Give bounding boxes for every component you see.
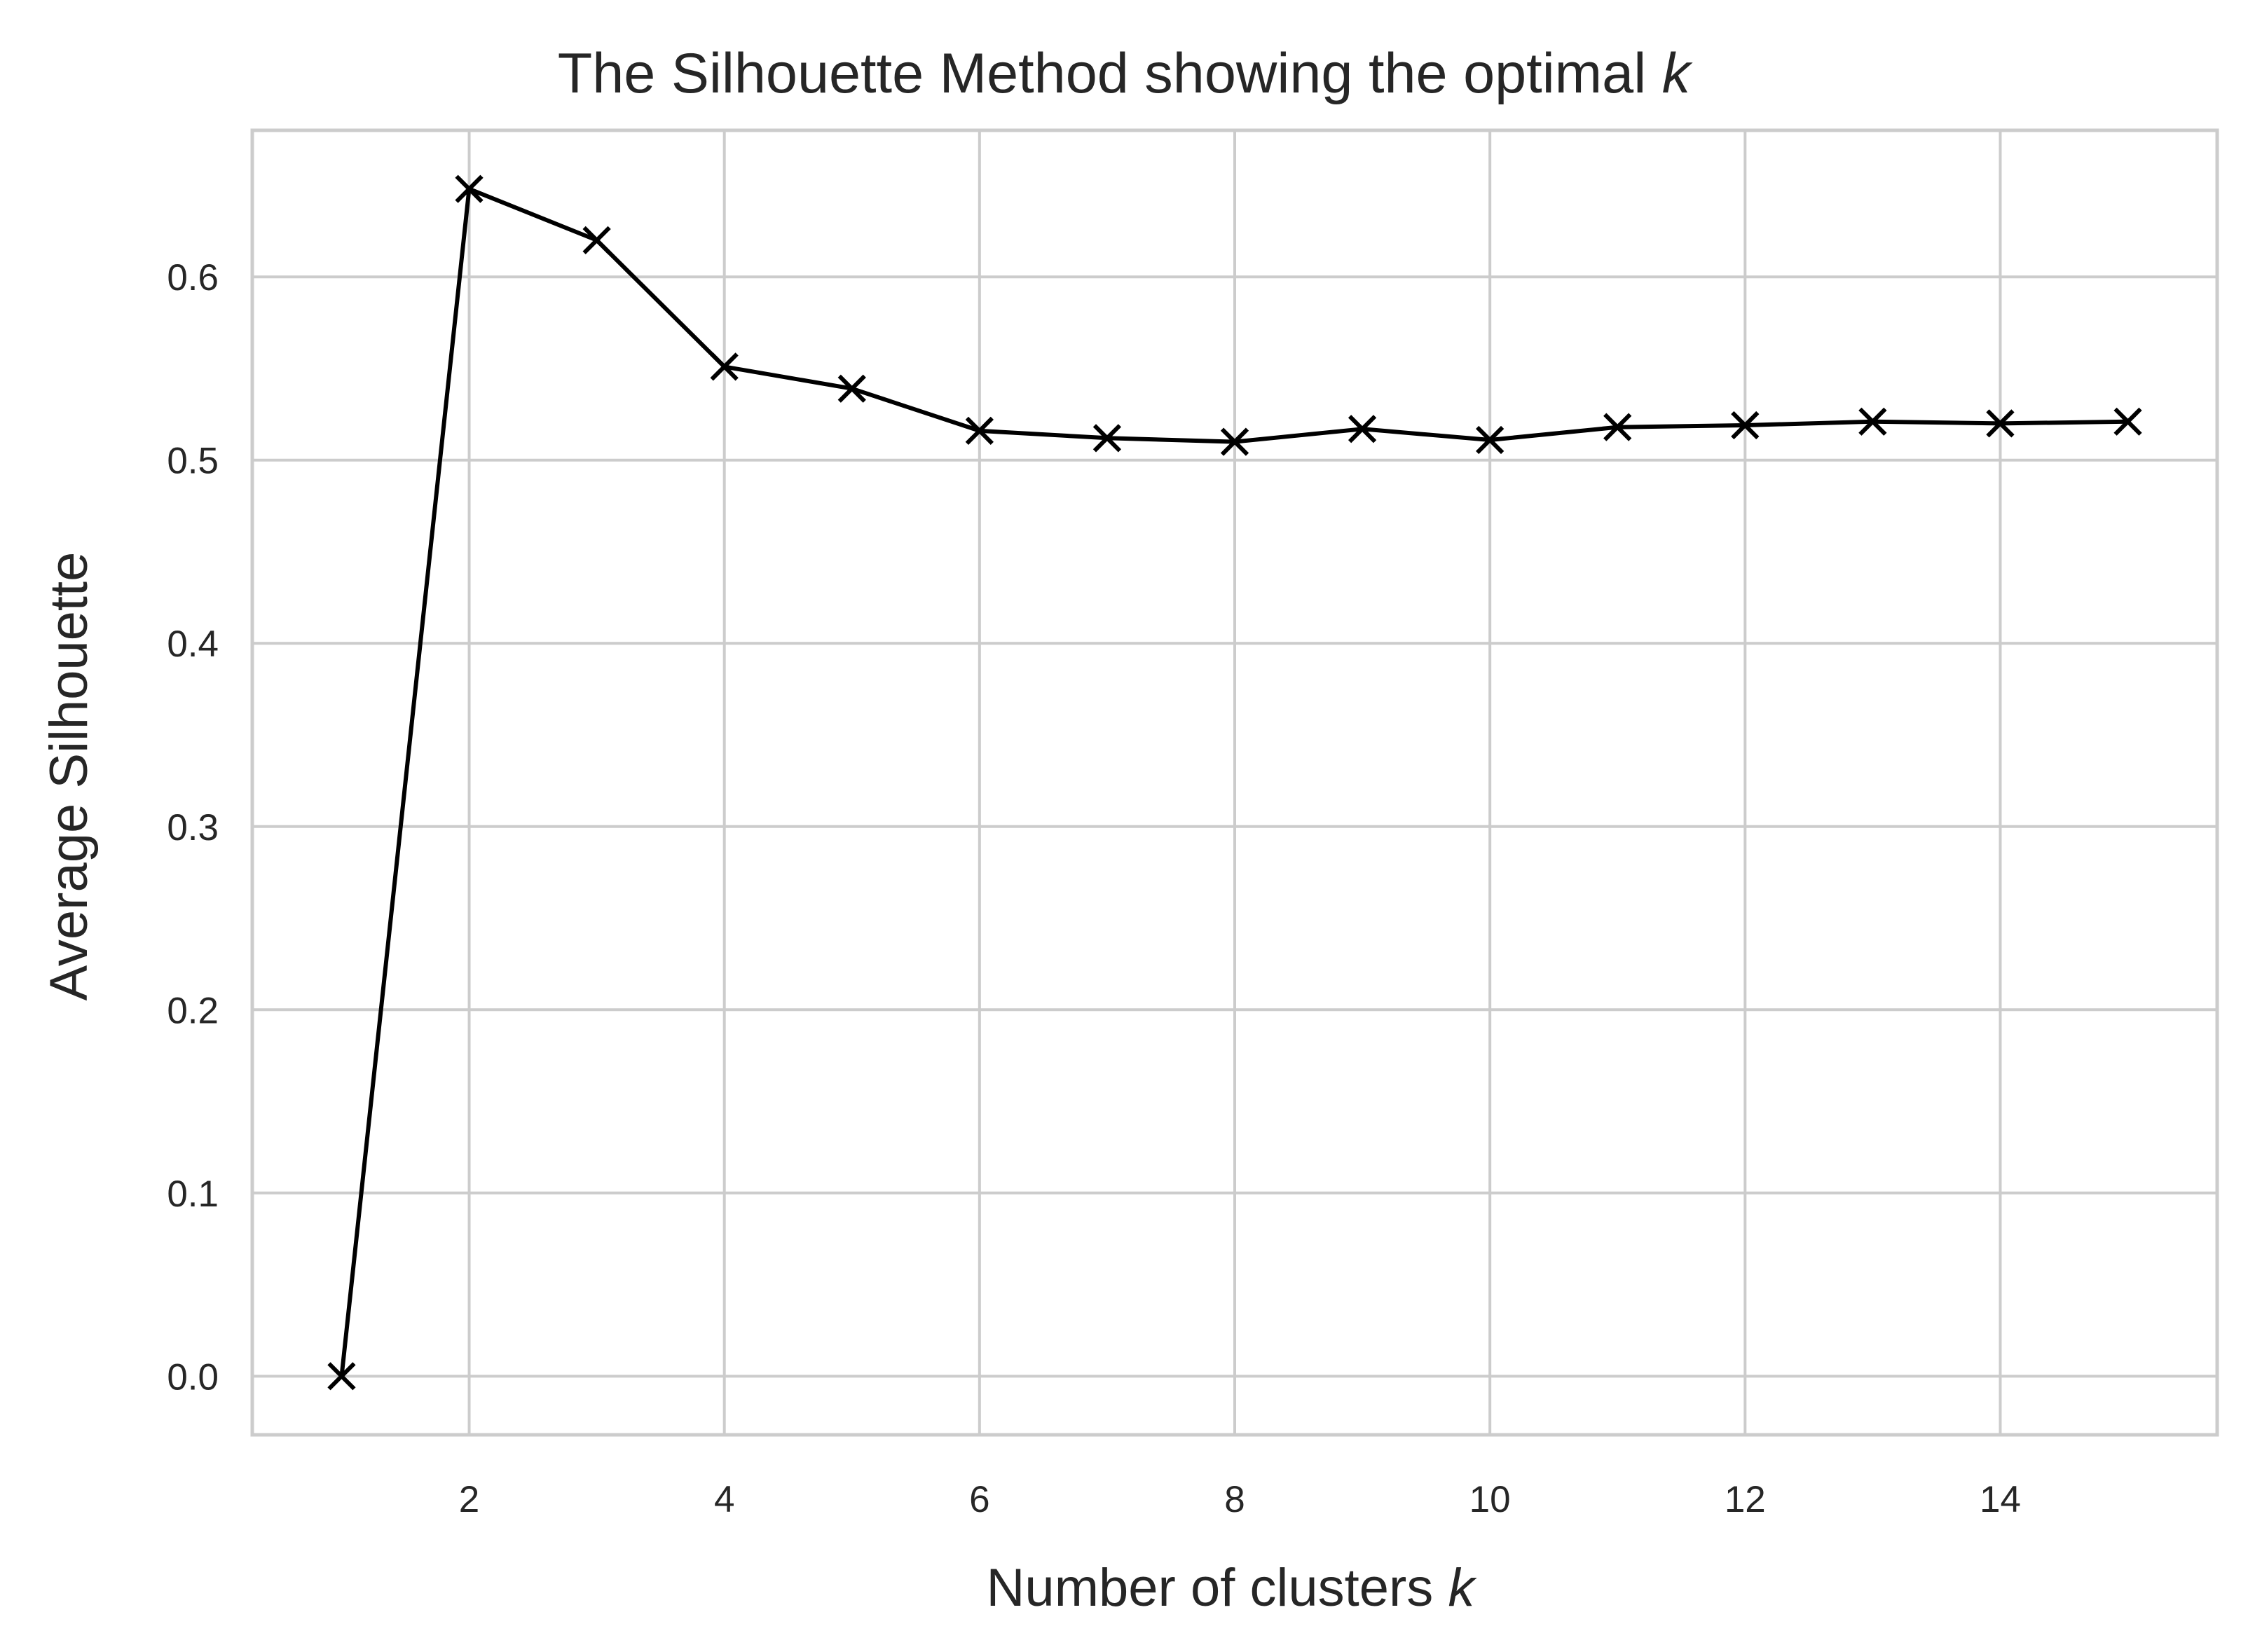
data-point-marker [837, 374, 866, 403]
y-tick-label: 0.1 [167, 1173, 219, 1215]
x-tick-label: 10 [1469, 1479, 1511, 1520]
x-axis-label-variable: k [1448, 1558, 1477, 1618]
marker-stroke [455, 174, 484, 203]
marker-stroke [582, 226, 611, 255]
data-point-marker [1986, 409, 2015, 438]
data-point-marker [1603, 413, 1632, 441]
y-tick-label: 0.4 [167, 624, 219, 665]
marker-stroke [837, 374, 866, 403]
chart-title: The Silhouette Method showing the optima… [558, 42, 1693, 105]
marker-stroke [1220, 427, 1249, 456]
x-tick-label: 14 [1980, 1479, 2021, 1520]
marker-stroke [1476, 425, 1505, 455]
y-gridlines [252, 275, 2217, 1378]
marker-stroke [710, 352, 739, 381]
x-axis-label: Number of clusters k [987, 1558, 1478, 1618]
marker-stroke [2113, 407, 2142, 436]
data-point-marker [582, 226, 611, 255]
marker-stroke [965, 416, 994, 446]
x-tick-label: 2 [459, 1479, 479, 1520]
marker-stroke [1603, 413, 1632, 441]
data-point-marker [1092, 424, 1122, 453]
x-tick-label: 12 [1725, 1479, 1766, 1520]
y-axis-label: Average Silhouette [39, 552, 99, 1001]
data-point-marker [1476, 425, 1505, 455]
marker-stroke [1092, 424, 1122, 453]
marker-stroke [327, 1362, 356, 1391]
y-tick-labels: 0.0 0.1 0.2 0.3 0.4 0.5 0.6 [167, 257, 219, 1398]
y-tick-label: 0.3 [167, 807, 219, 848]
marker-stroke [1731, 411, 1760, 440]
marker-stroke [1858, 407, 1887, 436]
data-point-marker [455, 174, 484, 203]
x-tick-labels: 2 4 6 8 10 12 14 [459, 1479, 2021, 1520]
x-gridlines [467, 130, 2002, 1435]
plot-area-frame [250, 128, 2219, 1437]
data-point-marker [2113, 407, 2142, 436]
y-tick-label: 0.5 [167, 441, 219, 482]
series-layer [327, 174, 2142, 1391]
marker-stroke [1348, 415, 1377, 443]
data-point-marker [710, 352, 739, 381]
data-point-marker [1731, 411, 1760, 440]
x-tick-label: 8 [1224, 1479, 1245, 1520]
y-tick-label: 0.6 [167, 257, 219, 298]
data-point-marker [1348, 415, 1377, 443]
y-tick-label: 0.0 [167, 1356, 219, 1398]
data-point-marker [965, 416, 994, 446]
y-tick-label: 0.2 [167, 990, 219, 1031]
data-point-marker [327, 1362, 356, 1391]
marker-stroke [1986, 409, 2015, 438]
chart-title-variable: k [1662, 42, 1693, 105]
x-tick-label: 6 [969, 1479, 989, 1520]
data-point-marker [1220, 427, 1249, 456]
data-point-marker [1858, 407, 1887, 436]
x-tick-label: 4 [714, 1479, 734, 1520]
